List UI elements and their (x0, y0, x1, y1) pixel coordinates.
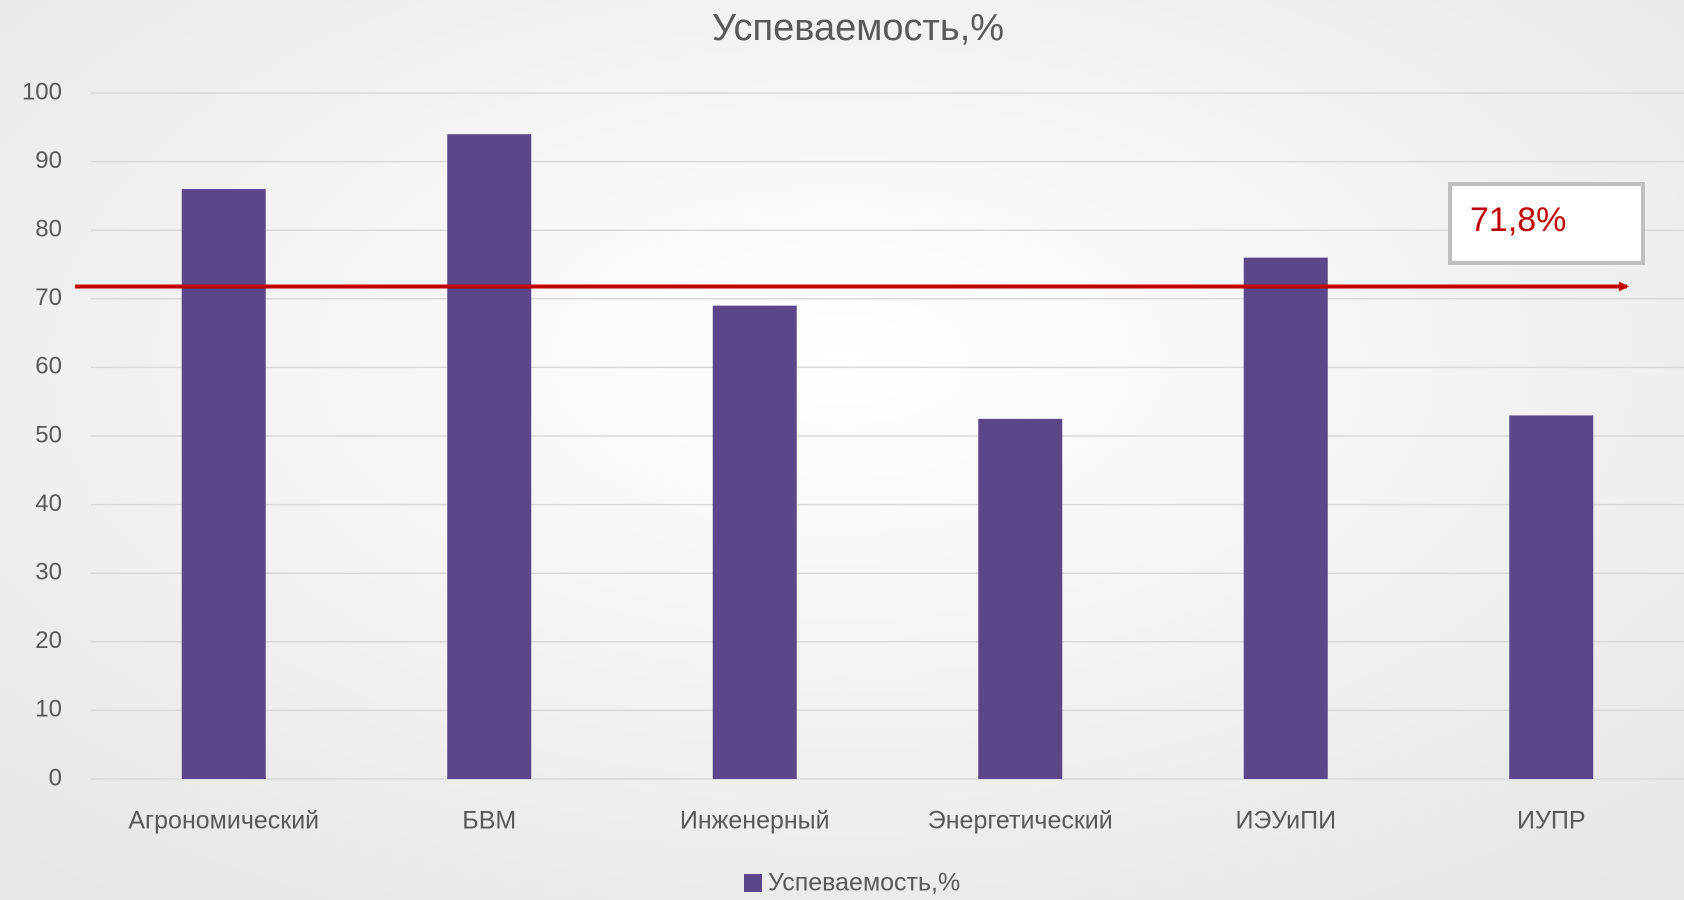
y-tick-label: 0 (49, 764, 62, 791)
y-tick-label: 30 (35, 559, 62, 586)
x-tick-label: Энергетический (928, 807, 1113, 835)
bar (181, 189, 266, 780)
x-tick-label: Инженерный (680, 807, 830, 835)
annotation-label: 71,8% (1470, 201, 1566, 239)
y-tick-label: 50 (35, 421, 62, 448)
x-tick-label: БВМ (462, 807, 516, 835)
y-tick-label: 70 (35, 284, 62, 311)
x-tick-label: ИЭУиПИ (1235, 807, 1336, 835)
bar (712, 305, 797, 779)
y-tick-label: 40 (35, 490, 62, 517)
y-tick-label: 90 (35, 147, 62, 174)
bar (978, 418, 1063, 779)
chart-title: Успеваемость,% (712, 7, 1004, 49)
x-tick-label: ИУПР (1517, 807, 1586, 835)
y-tick-label: 60 (35, 353, 62, 380)
y-tick-label: 10 (35, 696, 62, 723)
annotation-box (1448, 182, 1645, 265)
x-tick-label: Агрономический (128, 807, 319, 835)
legend-swatch (744, 874, 762, 892)
bar (447, 134, 532, 779)
bar (1243, 257, 1328, 779)
y-tick-label: 20 (35, 627, 62, 654)
bar (1509, 415, 1594, 779)
legend-label: Успеваемость,% (768, 869, 960, 897)
y-tick-label: 80 (35, 216, 62, 243)
y-tick-label: 100 (22, 78, 62, 105)
